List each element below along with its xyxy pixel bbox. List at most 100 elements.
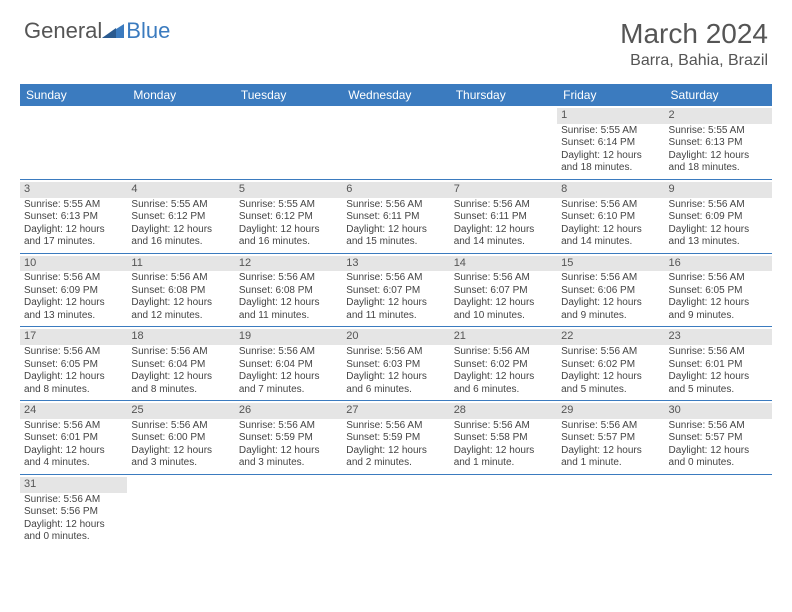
sunset-line: Sunset: 6:10 PM	[561, 211, 660, 224]
sunrise-line: Sunrise: 5:56 AM	[561, 346, 660, 359]
week-row: 17Sunrise: 5:56 AMSunset: 6:05 PMDayligh…	[20, 327, 772, 401]
daylight-line-2: and 11 minutes.	[239, 310, 338, 323]
day-cell: 9Sunrise: 5:56 AMSunset: 6:09 PMDaylight…	[665, 180, 772, 253]
daylight-line-2: and 13 minutes.	[24, 310, 123, 323]
daylight-line-2: and 2 minutes.	[346, 457, 445, 470]
daylight-line-1: Daylight: 12 hours	[239, 297, 338, 310]
daylight-line-1: Daylight: 12 hours	[239, 371, 338, 384]
sunset-line: Sunset: 6:08 PM	[131, 285, 230, 298]
empty-cell	[557, 475, 664, 548]
daylight-line-2: and 4 minutes.	[24, 457, 123, 470]
daylight-line-1: Daylight: 12 hours	[24, 297, 123, 310]
day-number: 8	[557, 182, 664, 198]
daylight-line-1: Daylight: 12 hours	[346, 224, 445, 237]
day-number: 9	[665, 182, 772, 198]
daylight-line-2: and 18 minutes.	[561, 162, 660, 175]
sunrise-line: Sunrise: 5:56 AM	[24, 272, 123, 285]
day-cell: 11Sunrise: 5:56 AMSunset: 6:08 PMDayligh…	[127, 254, 234, 327]
day-header-saturday: Saturday	[665, 84, 772, 106]
sunrise-line: Sunrise: 5:56 AM	[24, 420, 123, 433]
logo-text-blue: Blue	[126, 18, 170, 44]
day-number: 4	[127, 182, 234, 198]
day-cell: 28Sunrise: 5:56 AMSunset: 5:58 PMDayligh…	[450, 401, 557, 474]
sunset-line: Sunset: 5:59 PM	[346, 432, 445, 445]
daylight-line-1: Daylight: 12 hours	[346, 445, 445, 458]
day-number: 16	[665, 256, 772, 272]
empty-cell	[20, 106, 127, 179]
daylight-line-2: and 5 minutes.	[561, 384, 660, 397]
day-cell: 27Sunrise: 5:56 AMSunset: 5:59 PMDayligh…	[342, 401, 449, 474]
daylight-line-2: and 15 minutes.	[346, 236, 445, 249]
sunset-line: Sunset: 6:04 PM	[131, 359, 230, 372]
day-cell: 13Sunrise: 5:56 AMSunset: 6:07 PMDayligh…	[342, 254, 449, 327]
daylight-line-2: and 13 minutes.	[669, 236, 768, 249]
day-number: 14	[450, 256, 557, 272]
day-number: 29	[557, 403, 664, 419]
sunset-line: Sunset: 6:12 PM	[239, 211, 338, 224]
daylight-line-1: Daylight: 12 hours	[561, 371, 660, 384]
sunset-line: Sunset: 6:11 PM	[454, 211, 553, 224]
daylight-line-1: Daylight: 12 hours	[239, 224, 338, 237]
sunset-line: Sunset: 6:05 PM	[24, 359, 123, 372]
month-title: March 2024	[620, 18, 768, 50]
day-cell: 17Sunrise: 5:56 AMSunset: 6:05 PMDayligh…	[20, 327, 127, 400]
day-header-sunday: Sunday	[20, 84, 127, 106]
calendar-header-row: SundayMondayTuesdayWednesdayThursdayFrid…	[20, 84, 772, 106]
daylight-line-2: and 0 minutes.	[24, 531, 123, 544]
week-row: 3Sunrise: 5:55 AMSunset: 6:13 PMDaylight…	[20, 180, 772, 254]
day-header-monday: Monday	[127, 84, 234, 106]
daylight-line-1: Daylight: 12 hours	[346, 297, 445, 310]
daylight-line-1: Daylight: 12 hours	[131, 224, 230, 237]
daylight-line-2: and 16 minutes.	[131, 236, 230, 249]
sunset-line: Sunset: 6:07 PM	[346, 285, 445, 298]
sunset-line: Sunset: 6:03 PM	[346, 359, 445, 372]
day-cell: 23Sunrise: 5:56 AMSunset: 6:01 PMDayligh…	[665, 327, 772, 400]
sunrise-line: Sunrise: 5:56 AM	[131, 420, 230, 433]
sunrise-line: Sunrise: 5:56 AM	[669, 199, 768, 212]
calendar: SundayMondayTuesdayWednesdayThursdayFrid…	[20, 84, 772, 548]
sunset-line: Sunset: 6:13 PM	[24, 211, 123, 224]
day-cell: 6Sunrise: 5:56 AMSunset: 6:11 PMDaylight…	[342, 180, 449, 253]
daylight-line-1: Daylight: 12 hours	[669, 224, 768, 237]
sunset-line: Sunset: 6:02 PM	[561, 359, 660, 372]
title-block: March 2024 Barra, Bahia, Brazil	[620, 18, 768, 70]
day-number: 20	[342, 329, 449, 345]
day-cell: 12Sunrise: 5:56 AMSunset: 6:08 PMDayligh…	[235, 254, 342, 327]
sunset-line: Sunset: 6:00 PM	[131, 432, 230, 445]
sunrise-line: Sunrise: 5:56 AM	[561, 199, 660, 212]
daylight-line-2: and 0 minutes.	[669, 457, 768, 470]
sunset-line: Sunset: 6:05 PM	[669, 285, 768, 298]
day-number: 12	[235, 256, 342, 272]
day-cell: 24Sunrise: 5:56 AMSunset: 6:01 PMDayligh…	[20, 401, 127, 474]
empty-cell	[342, 475, 449, 548]
sunrise-line: Sunrise: 5:56 AM	[561, 420, 660, 433]
week-row: 10Sunrise: 5:56 AMSunset: 6:09 PMDayligh…	[20, 254, 772, 328]
daylight-line-2: and 5 minutes.	[669, 384, 768, 397]
week-row: 1Sunrise: 5:55 AMSunset: 6:14 PMDaylight…	[20, 106, 772, 180]
sunset-line: Sunset: 6:08 PM	[239, 285, 338, 298]
sunset-line: Sunset: 6:12 PM	[131, 211, 230, 224]
daylight-line-1: Daylight: 12 hours	[346, 371, 445, 384]
empty-cell	[450, 106, 557, 179]
daylight-line-2: and 14 minutes.	[561, 236, 660, 249]
day-number: 5	[235, 182, 342, 198]
day-number: 1	[557, 108, 664, 124]
day-header-thursday: Thursday	[450, 84, 557, 106]
sunset-line: Sunset: 6:07 PM	[454, 285, 553, 298]
daylight-line-1: Daylight: 12 hours	[24, 519, 123, 532]
empty-cell	[450, 475, 557, 548]
daylight-line-1: Daylight: 12 hours	[131, 371, 230, 384]
sunrise-line: Sunrise: 5:56 AM	[454, 272, 553, 285]
daylight-line-1: Daylight: 12 hours	[454, 224, 553, 237]
day-number: 6	[342, 182, 449, 198]
empty-cell	[235, 106, 342, 179]
daylight-line-2: and 7 minutes.	[239, 384, 338, 397]
sunrise-line: Sunrise: 5:56 AM	[131, 272, 230, 285]
day-number: 25	[127, 403, 234, 419]
day-cell: 26Sunrise: 5:56 AMSunset: 5:59 PMDayligh…	[235, 401, 342, 474]
daylight-line-2: and 10 minutes.	[454, 310, 553, 323]
day-number: 27	[342, 403, 449, 419]
daylight-line-2: and 18 minutes.	[669, 162, 768, 175]
day-header-friday: Friday	[557, 84, 664, 106]
empty-cell	[665, 475, 772, 548]
